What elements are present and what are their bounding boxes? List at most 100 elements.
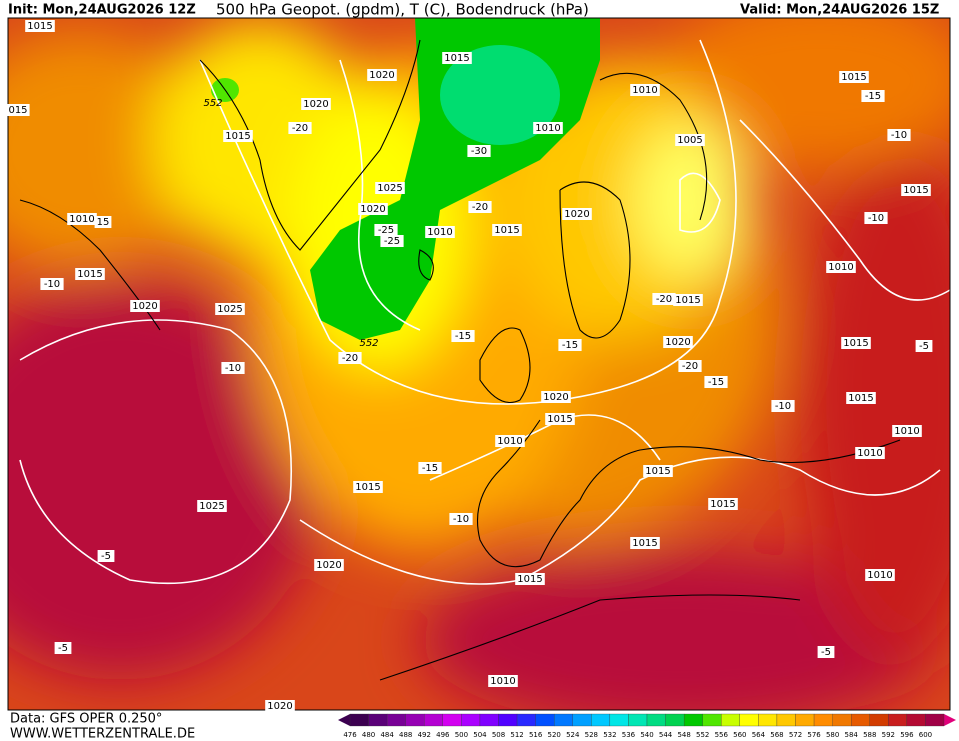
pressure-label: 1025 (377, 183, 402, 194)
scale-label: 548 (677, 731, 690, 739)
temperature-label-box (915, 340, 933, 352)
website: WWW.WETTERZENTRALE.DE (10, 727, 195, 741)
scale-cell (386, 713, 406, 727)
pressure-label: 1020 (369, 70, 394, 81)
scale-label: 532 (603, 731, 616, 739)
pressure-label: 1010 (857, 448, 882, 459)
temperature-label-box (468, 201, 492, 213)
valid-time: Valid: Mon,24AUG2026 15Z (740, 3, 939, 18)
scale-cell (832, 713, 852, 727)
pressure-label-box (515, 573, 545, 585)
temperature-label: -15 (562, 340, 578, 351)
pressure-label-box (675, 134, 705, 146)
pressure-label: 1025 (217, 304, 242, 315)
scale-cell (702, 713, 722, 727)
pressure-label-box (367, 69, 397, 81)
pressure-label-box (630, 537, 660, 549)
pressure-label-box (630, 84, 660, 96)
temperature-label-box (418, 462, 442, 474)
pressure-label: 1015 (632, 538, 657, 549)
scale-label: 568 (770, 731, 783, 739)
temperature-label: -10 (868, 213, 884, 224)
pressure-label-box (6, 104, 30, 116)
map-title: 500 hPa Geopot. (gpdm), T (C), Bodendruc… (216, 1, 589, 19)
scale-cell (535, 713, 555, 727)
temperature-label-box (861, 90, 885, 102)
pressure-label: 1010 (828, 262, 853, 273)
temperature-label-box (94, 216, 112, 228)
pressure-label-box (358, 203, 388, 215)
temperature-label-box (771, 400, 795, 412)
pressure-label: 1015 (903, 185, 928, 196)
pressure-label-box (75, 268, 105, 280)
temperature-label-box (40, 278, 64, 290)
pressure-label-box (67, 213, 97, 225)
contour-label: 552 (359, 338, 378, 349)
scale-label: 512 (510, 731, 523, 739)
temperature-label: -15 (455, 331, 471, 342)
pressure-label: 1015 (444, 53, 469, 64)
pressure-label: 1010 (69, 214, 94, 225)
pressure-label-box (353, 481, 383, 493)
pressure-label: 1010 (867, 570, 892, 581)
temperature-label: -25 (378, 225, 394, 236)
pressure-label-box (545, 413, 575, 425)
scale-label: 476 (343, 731, 357, 739)
pressure-label: 1015 (848, 393, 873, 404)
pressure-label-box (865, 569, 895, 581)
pressure-label: 1020 (564, 209, 589, 220)
temperature-label-box (558, 339, 582, 351)
scale-cell (721, 713, 740, 727)
scale-cell (795, 713, 815, 727)
pressure-label-box (130, 300, 160, 312)
pressure-label: 1020 (303, 99, 328, 110)
pressure-label-box (892, 425, 922, 437)
pressure-label: 1015 (494, 225, 519, 236)
scale-label: 552 (696, 731, 709, 739)
scale-cell (739, 713, 759, 727)
pressure-label: 1015 (355, 482, 380, 493)
pressure-label-box (265, 700, 295, 712)
temperature-label: -20 (342, 353, 358, 364)
temperature-label-box (864, 212, 888, 224)
pressure-label-box (495, 435, 525, 447)
pressure-label: 1015 (27, 21, 52, 32)
pressure-label: 1015 (547, 414, 572, 425)
temperature-label-box (221, 362, 245, 374)
scale-label: 584 (845, 731, 859, 739)
scale-label: 564 (752, 731, 766, 739)
data-source: Data: GFS OPER 0.250° (10, 712, 162, 727)
scale-label: 492 (418, 731, 431, 739)
temperature-label: -20 (656, 294, 672, 305)
scale-label: 480 (362, 731, 375, 739)
pressure-label-box (643, 465, 673, 477)
temperature-label: -10 (891, 130, 907, 141)
temperature-label-box (449, 513, 473, 525)
pressure-label: 1025 (199, 501, 224, 512)
temperature-label: -20 (472, 202, 488, 213)
pressure-label-box (197, 500, 227, 512)
scale-cell (424, 713, 443, 727)
pressure-label-box (314, 559, 344, 571)
scale-cell (925, 713, 945, 727)
temperature-label: -15 (865, 91, 881, 102)
scale-label: 524 (566, 731, 580, 739)
temperature-label-box (338, 352, 362, 364)
pressure-label: 1010 (632, 85, 657, 96)
temperature-label: -30 (471, 146, 487, 157)
temperature-label: -10 (775, 401, 791, 412)
pressure-label: 1010 (490, 676, 515, 687)
pressure-label-box (425, 226, 455, 238)
pressure-label: 1015 (675, 295, 700, 306)
temperature-label-box (652, 293, 676, 305)
pressure-label-box (541, 391, 571, 403)
pressure-label: 1015 (843, 338, 868, 349)
pressure-label-box (826, 261, 856, 273)
temperature-label: -5 (101, 551, 111, 562)
temperature-label: -10 (453, 514, 469, 525)
scale-label: 540 (640, 731, 653, 739)
scale-cell (572, 713, 592, 727)
pressure-label: 1010 (427, 227, 452, 238)
temperature-label-box (887, 129, 911, 141)
